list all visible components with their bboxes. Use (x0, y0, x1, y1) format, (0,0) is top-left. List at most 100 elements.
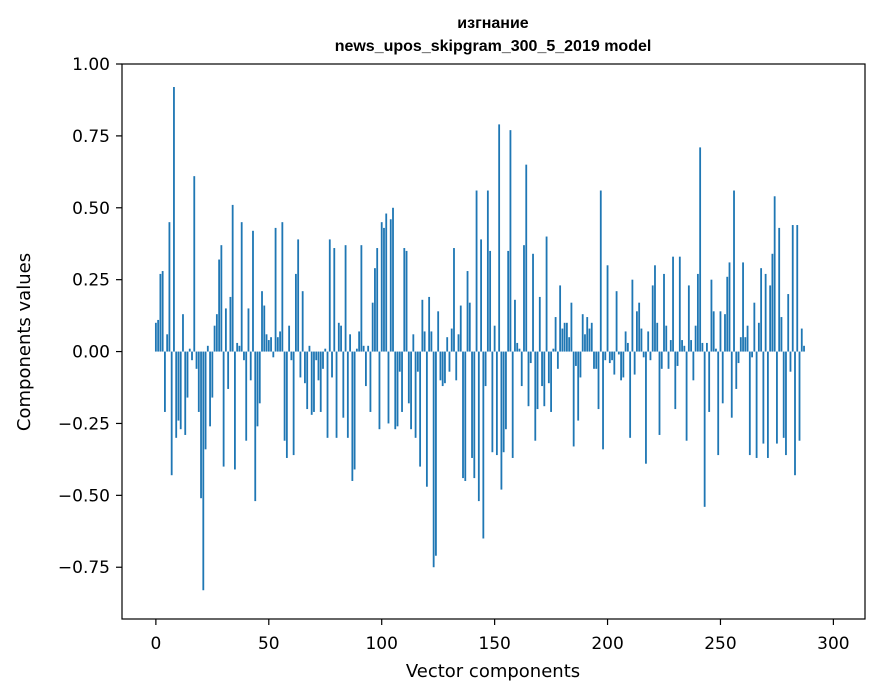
bar (376, 248, 379, 352)
bar (403, 248, 406, 352)
bar (561, 328, 564, 352)
bar (547, 351, 550, 384)
bar (764, 273, 767, 352)
bar (473, 351, 476, 479)
bar (292, 351, 295, 456)
bar (369, 351, 372, 412)
bar (744, 337, 747, 352)
bar (669, 340, 672, 352)
bar (796, 225, 799, 352)
bar (484, 351, 487, 387)
bar (229, 296, 232, 352)
bar (164, 351, 166, 412)
bar (315, 351, 318, 361)
bar (365, 351, 367, 387)
bar (243, 351, 245, 361)
bar (184, 351, 187, 435)
bar (159, 273, 162, 352)
bar (581, 314, 584, 352)
bar (631, 279, 634, 352)
bar (642, 351, 645, 358)
bar (733, 190, 735, 352)
bar (274, 227, 277, 352)
bar (527, 351, 530, 407)
bar (757, 322, 760, 352)
bar (782, 351, 785, 438)
x-tick-label: 100 (365, 634, 397, 654)
bar (563, 322, 566, 352)
bar (550, 351, 552, 412)
bar (739, 337, 742, 352)
bar (188, 348, 191, 352)
bar (231, 204, 234, 352)
bar (213, 325, 216, 352)
bar (724, 314, 726, 352)
bar (606, 265, 609, 352)
bar (586, 317, 589, 352)
bar (423, 331, 426, 352)
bar (602, 351, 604, 450)
bar (572, 351, 575, 447)
bar (674, 351, 677, 410)
bar (161, 271, 164, 352)
bar (760, 268, 763, 352)
chart-subtitle: news_upos_skipgram_300_5_2019 model (335, 38, 652, 55)
bar (367, 345, 370, 352)
bar (464, 351, 467, 481)
bar (197, 351, 200, 412)
bar (378, 351, 381, 430)
bar (495, 351, 498, 456)
bar (204, 351, 207, 450)
bar (387, 351, 390, 424)
bar (507, 250, 510, 352)
bar (283, 351, 286, 441)
bar (482, 351, 485, 539)
bar (489, 250, 492, 352)
bar (762, 351, 765, 444)
bar (392, 207, 394, 352)
bar (529, 351, 532, 364)
bar (294, 273, 297, 352)
bar (694, 325, 697, 352)
bar (218, 259, 221, 352)
bar (706, 342, 708, 352)
plot-frame (121, 63, 866, 620)
bar (520, 351, 523, 387)
bar (748, 351, 751, 456)
bar (279, 331, 281, 352)
bar (389, 219, 392, 352)
bar (475, 190, 478, 352)
bar (514, 299, 516, 352)
x-tick-label: 250 (704, 634, 736, 654)
bar (412, 334, 415, 352)
bar (270, 337, 272, 352)
x-tick-label: 300 (817, 634, 849, 654)
bar (636, 311, 638, 352)
bar (166, 334, 169, 352)
bar (498, 124, 501, 352)
y-axis-ticks: −0.75 −0.50 −0.25 0.00 0.25 0.50 0.75 1.00 (58, 55, 122, 578)
bar (252, 230, 254, 352)
bar (340, 325, 342, 352)
bar (663, 273, 665, 352)
bar (493, 325, 496, 352)
bar (285, 351, 288, 458)
bar (667, 351, 670, 369)
bar (480, 239, 482, 352)
bar (769, 285, 772, 352)
bar (455, 351, 458, 381)
bar (168, 222, 171, 352)
bar (611, 351, 613, 361)
bar (267, 340, 270, 352)
bar (425, 351, 428, 487)
bar (310, 351, 313, 415)
bar (543, 351, 546, 407)
bar (301, 291, 304, 352)
bar (658, 351, 661, 435)
bar (728, 262, 731, 352)
bar (414, 351, 417, 438)
bar (647, 331, 650, 352)
y-tick-label: 0.50 (72, 199, 110, 219)
bar (676, 351, 679, 366)
bar (209, 351, 211, 427)
